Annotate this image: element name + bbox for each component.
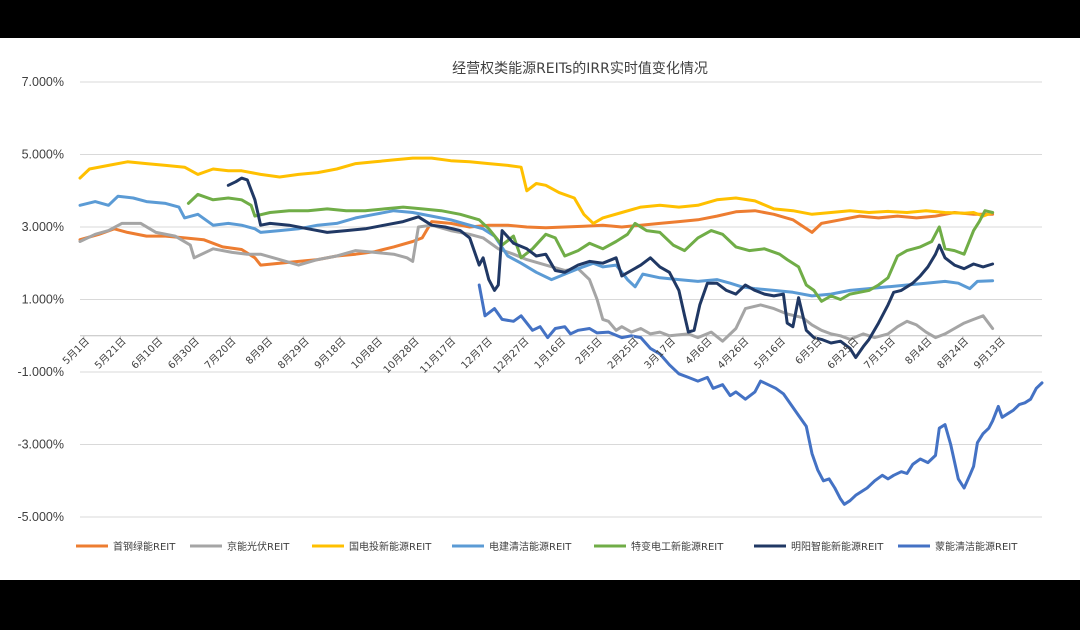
x-tick-label: 8月9日 <box>243 335 275 367</box>
chart-frame: 经营权类能源REITs的IRR实时值变化情况 7.000% 5.000% 3.000… <box>0 38 1080 580</box>
x-tick-label: 6月10日 <box>129 335 165 371</box>
x-tick-label: 6月30日 <box>166 335 202 371</box>
x-tick-label: 8月24日 <box>935 335 971 371</box>
series-line-6 <box>477 283 1044 506</box>
series-line-4 <box>186 192 995 303</box>
x-tick-label: 12月7日 <box>459 335 495 371</box>
legend-label: 明阳智能新能源REIT <box>791 540 884 553</box>
chart-svg: 经营权类能源REITs的IRR实时值变化情况 7.000% 5.000% 3.000… <box>17 61 1044 553</box>
x-tick-label: 5月16日 <box>752 335 788 371</box>
x-tick-label: 11月17日 <box>418 335 459 376</box>
x-tick-label: 5月1日 <box>60 335 92 367</box>
x-tick-label: 10月28日 <box>381 335 422 376</box>
x-tick-label: 6月5日 <box>793 335 825 367</box>
y-axis: 7.000% 5.000% 3.000% 1.000% -1.000% -3.000% -5… <box>17 75 64 524</box>
legend-label: 特变电工新能源REIT <box>631 540 724 553</box>
legend-label: 蒙能清洁能源REIT <box>935 540 1018 553</box>
x-tick-label: 4月6日 <box>683 335 715 367</box>
legend-label: 电建清洁能源REIT <box>489 540 572 553</box>
legend-label: 京能光伏REIT <box>227 540 290 553</box>
series-line-3 <box>78 194 995 298</box>
x-tick-label: 8月4日 <box>903 335 935 367</box>
series-line-2 <box>78 156 995 225</box>
x-tick-label: 6月25日 <box>825 335 861 371</box>
x-tick-label: 2月25日 <box>605 335 641 371</box>
x-tick-label: 8月29日 <box>276 335 312 371</box>
legend-label: 国电投新能源REIT <box>349 540 432 553</box>
x-tick-label: 5月21日 <box>92 335 128 371</box>
x-tick-label: 10月8日 <box>349 335 385 371</box>
y-tick-label: -5.000% <box>17 510 64 524</box>
x-tick-label: 7月20日 <box>202 335 238 371</box>
series-line-0 <box>78 209 995 267</box>
grid <box>80 81 1042 518</box>
y-tick-label: 3.000% <box>22 220 64 234</box>
y-tick-label: 1.000% <box>22 293 64 307</box>
x-tick-label: 2月5日 <box>573 335 605 367</box>
legend: 首钢绿能REIT 京能光伏REIT 国电投新能源REIT 电建清洁能源REIT 特变电工… <box>76 540 1018 553</box>
x-tick-label: 9月13日 <box>972 335 1008 371</box>
y-tick-label: -3.000% <box>17 438 64 452</box>
y-tick-label: 5.000% <box>22 148 64 162</box>
x-tick-label: 1月16日 <box>532 335 568 371</box>
chart-title: 经营权类能源REITs的IRR实时值变化情况 <box>452 61 708 77</box>
legend-label: 首钢绿能REIT <box>113 540 176 553</box>
x-tick-label: 12月27日 <box>491 335 532 376</box>
y-tick-label: 7.000% <box>22 75 64 89</box>
series-group <box>78 156 1044 506</box>
series-line-5 <box>226 176 995 359</box>
y-tick-label: -1.000% <box>17 365 64 379</box>
x-tick-label: 9月18日 <box>312 335 348 371</box>
series-line-1 <box>78 221 995 343</box>
